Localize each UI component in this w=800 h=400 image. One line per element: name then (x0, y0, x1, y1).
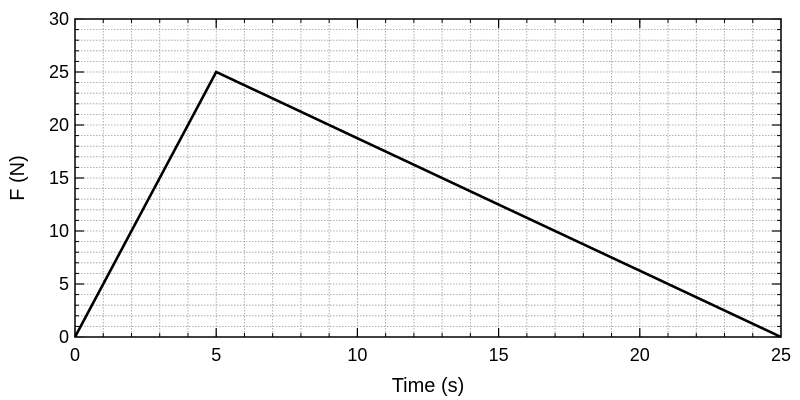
y-tick-label: 20 (49, 115, 69, 135)
x-axis-title: Time (s) (392, 375, 465, 397)
grid (74, 18, 782, 338)
y-tick-label: 5 (59, 274, 69, 294)
x-tick-label: 5 (211, 345, 221, 365)
x-tick-label: 10 (347, 345, 367, 365)
plot-frame (74, 18, 782, 338)
series-line-1 (73, 70, 782, 339)
y-tick-label: 0 (59, 327, 69, 347)
series-layer (73, 70, 782, 339)
y-tick-label: 15 (49, 168, 69, 188)
x-tick-label: 15 (489, 345, 509, 365)
y-tick-label: 10 (49, 221, 69, 241)
y-tick-label: 30 (49, 9, 69, 29)
y-tick-label: 25 (49, 62, 69, 82)
x-tick-labels: 0 5 10 15 20 25 (70, 345, 791, 365)
y-axis-title: F (N) (7, 155, 29, 201)
x-tick-label: 20 (630, 345, 650, 365)
x-tick-label: 25 (771, 345, 791, 365)
y-tick-labels: 0 5 10 15 20 25 30 (49, 9, 69, 347)
x-tick-label: 0 (70, 345, 80, 365)
